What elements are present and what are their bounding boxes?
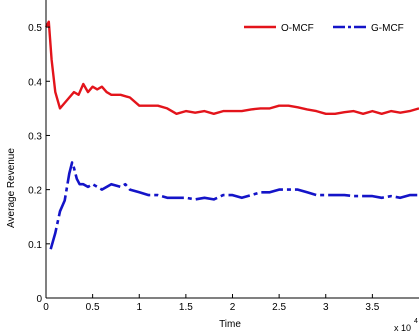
y-tick-label: 0.3: [28, 131, 42, 142]
x-tick-label: 1.5: [179, 302, 193, 313]
legend-label-g-mcf: G-MCF: [371, 23, 404, 34]
x-tick-label: 0.5: [86, 302, 100, 313]
y-tick-label: 0.4: [28, 77, 42, 88]
x-tick-label: 0: [43, 302, 49, 313]
y-tick-label: 0.1: [28, 240, 42, 251]
plot-area: [46, 0, 419, 298]
x-tick-label: 3: [323, 302, 329, 313]
series-line-o-mcf: [44, 20, 419, 116]
legend: O-MCF G-MCF: [244, 23, 404, 34]
x-axis-label: Time: [219, 319, 241, 330]
x-axis-exponent-label: x 10: [394, 323, 411, 332]
x-tick-label: 2: [230, 302, 236, 313]
y-tick-label: 0: [36, 294, 42, 305]
plot-background: [46, 0, 419, 298]
x-tick-label: 2.5: [272, 302, 286, 313]
x-axis-exponent-power: 4: [414, 318, 418, 325]
x-tick-label: 1: [136, 302, 142, 313]
y-tick-label: 0.2: [28, 186, 42, 197]
axes-layer: 0 0.5 1 1.5 2 2.5 3 3.5 0 0.1 0.2 0.3 0.4 0.5: [28, 0, 419, 313]
legend-label-o-mcf: O-MCF: [281, 23, 314, 34]
x-tick-label: 3.5: [365, 302, 379, 313]
series-layer: [44, 20, 419, 250]
y-tick-label: 0.5: [28, 23, 42, 34]
y-axis-label: Average Revenue: [6, 148, 17, 228]
series-line-g-mcf: [49, 161, 419, 250]
